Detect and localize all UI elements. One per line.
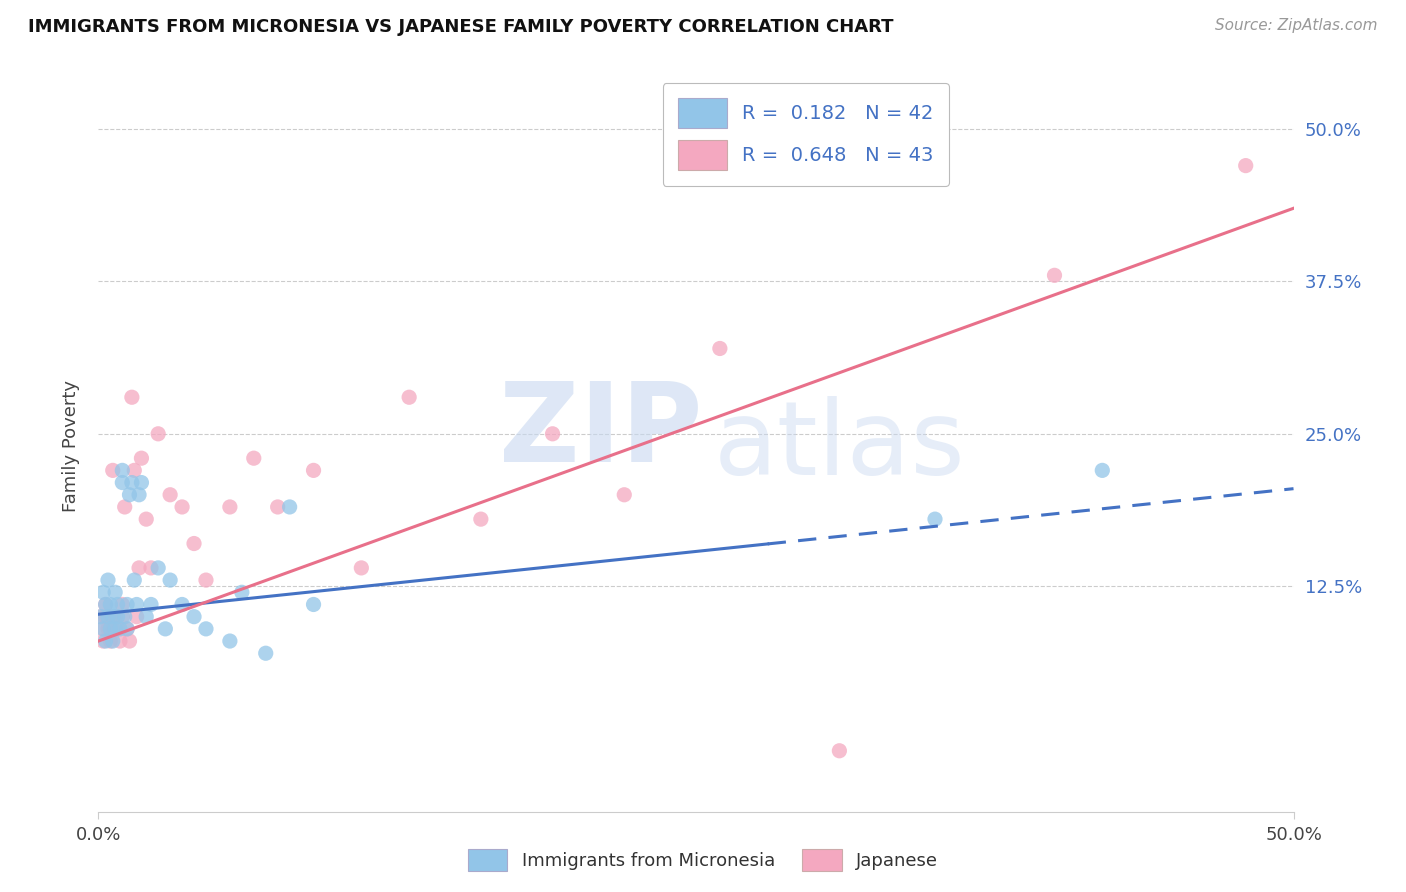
Point bbox=[111, 475, 134, 490]
Point bbox=[183, 609, 205, 624]
Point bbox=[613, 488, 636, 502]
Point bbox=[104, 585, 127, 599]
Point bbox=[124, 573, 146, 587]
Point bbox=[91, 622, 114, 636]
Point bbox=[121, 390, 143, 404]
Text: Source: ZipAtlas.com: Source: ZipAtlas.com bbox=[1215, 18, 1378, 33]
Point bbox=[135, 512, 157, 526]
Point bbox=[267, 500, 290, 514]
Point bbox=[219, 634, 242, 648]
Point bbox=[350, 561, 373, 575]
Point bbox=[1043, 268, 1066, 283]
Point bbox=[139, 561, 162, 575]
Point bbox=[94, 598, 117, 612]
Point bbox=[108, 622, 131, 636]
Point bbox=[101, 634, 124, 648]
Point bbox=[302, 463, 325, 477]
Text: atlas: atlas bbox=[713, 395, 966, 497]
Point bbox=[135, 609, 157, 624]
Point bbox=[104, 609, 127, 624]
Point bbox=[94, 609, 117, 624]
Point bbox=[125, 598, 148, 612]
Point bbox=[709, 342, 731, 356]
Point bbox=[398, 390, 420, 404]
Point bbox=[91, 585, 114, 599]
Point bbox=[148, 426, 170, 441]
Point bbox=[159, 488, 181, 502]
Point bbox=[101, 622, 124, 636]
Point bbox=[148, 561, 170, 575]
Point bbox=[470, 512, 492, 526]
Point bbox=[121, 475, 143, 490]
Point bbox=[94, 598, 117, 612]
Point bbox=[131, 475, 153, 490]
Point bbox=[195, 622, 218, 636]
Point bbox=[98, 609, 122, 624]
Point bbox=[90, 609, 112, 624]
Point bbox=[828, 744, 851, 758]
Point bbox=[97, 622, 120, 636]
Point bbox=[1091, 463, 1114, 477]
Point bbox=[91, 634, 114, 648]
Point bbox=[94, 634, 117, 648]
Point bbox=[101, 609, 124, 624]
Point bbox=[131, 451, 153, 466]
Point bbox=[125, 609, 148, 624]
Point bbox=[124, 463, 146, 477]
Point bbox=[278, 500, 301, 514]
Point bbox=[172, 500, 194, 514]
Point bbox=[541, 426, 564, 441]
Point bbox=[118, 488, 141, 502]
Point bbox=[128, 561, 150, 575]
Point bbox=[183, 536, 205, 550]
Point bbox=[111, 609, 134, 624]
Y-axis label: Family Poverty: Family Poverty bbox=[62, 380, 80, 512]
Point bbox=[195, 573, 218, 587]
Point bbox=[114, 609, 136, 624]
Point bbox=[108, 634, 131, 648]
Point bbox=[91, 622, 114, 636]
Point bbox=[139, 598, 162, 612]
Text: ZIP: ZIP bbox=[499, 378, 702, 485]
Point bbox=[98, 622, 122, 636]
Point bbox=[254, 646, 277, 660]
Point bbox=[243, 451, 266, 466]
Point bbox=[118, 634, 141, 648]
Point bbox=[231, 585, 253, 599]
Point bbox=[107, 622, 129, 636]
Point bbox=[115, 622, 138, 636]
Legend: R =  0.182   N = 42, R =  0.648   N = 43: R = 0.182 N = 42, R = 0.648 N = 43 bbox=[662, 83, 949, 186]
Point bbox=[155, 622, 177, 636]
Point bbox=[114, 500, 136, 514]
Point bbox=[97, 609, 120, 624]
Point bbox=[98, 598, 122, 612]
Text: IMMIGRANTS FROM MICRONESIA VS JAPANESE FAMILY POVERTY CORRELATION CHART: IMMIGRANTS FROM MICRONESIA VS JAPANESE F… bbox=[28, 18, 894, 36]
Point bbox=[111, 598, 134, 612]
Point bbox=[302, 598, 325, 612]
Point bbox=[172, 598, 194, 612]
Point bbox=[924, 512, 946, 526]
Legend: Immigrants from Micronesia, Japanese: Immigrants from Micronesia, Japanese bbox=[460, 842, 946, 879]
Point bbox=[159, 573, 181, 587]
Point bbox=[107, 609, 129, 624]
Point bbox=[1234, 159, 1257, 173]
Point bbox=[90, 609, 112, 624]
Point bbox=[219, 500, 242, 514]
Point bbox=[107, 598, 129, 612]
Point bbox=[97, 573, 120, 587]
Point bbox=[98, 634, 122, 648]
Point bbox=[128, 488, 150, 502]
Point bbox=[115, 622, 138, 636]
Point bbox=[104, 622, 127, 636]
Point bbox=[111, 463, 134, 477]
Point bbox=[115, 598, 138, 612]
Point bbox=[101, 463, 124, 477]
